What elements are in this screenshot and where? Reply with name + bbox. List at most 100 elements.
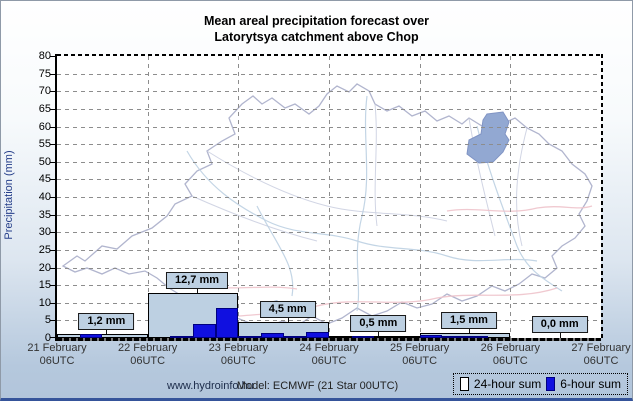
y-tick-mark xyxy=(50,320,57,322)
legend-label: 24-hour sum xyxy=(473,377,542,391)
y-tick-label: 30 xyxy=(38,226,51,239)
v-gridline xyxy=(510,56,512,338)
latorytsya-catchment-highlight xyxy=(466,111,510,164)
x-tick-date: 22 February xyxy=(118,342,178,354)
river-lines xyxy=(186,95,563,312)
x-tick-time: 06UTC xyxy=(220,355,256,367)
bar-6h-sum xyxy=(283,336,307,338)
legend-label: 6-hour sum xyxy=(560,377,621,391)
bar-6h-sum xyxy=(215,307,239,338)
value-label: 1,2 mm xyxy=(78,312,135,330)
bar-6h-sum xyxy=(465,336,488,338)
value-label: 12,7 mm xyxy=(165,272,229,290)
y-tick-mark xyxy=(50,108,57,110)
x-axis-line xyxy=(57,338,601,341)
y-tick-label: 60 xyxy=(38,120,51,133)
y-tick-mark xyxy=(50,144,57,146)
y-tick-mark xyxy=(50,302,57,304)
plot-area: 1,2 mm 12,7 mm 4,5 mm 0,5 mm 1,5 mm 0,0 mm xyxy=(50,54,603,341)
y-tick-mark xyxy=(50,91,57,93)
v-gridline xyxy=(147,56,149,338)
value-label: 0,5 mm xyxy=(350,315,407,333)
y-tick-mark xyxy=(50,232,57,234)
chart-title-line2: Latorytsya catchment above Chop xyxy=(214,30,419,44)
model-info: Model: ECMWF (21 Star 00UTC) xyxy=(236,380,399,392)
y-tick-label: 20 xyxy=(38,261,51,274)
y-axis-tick-labels: 0 5 10 15 20 25 30 35 40 45 50 55 60 65 70 75 80 xyxy=(5,50,51,344)
x-tick-label: 27 February 06UTC xyxy=(553,342,632,368)
y-tick-mark xyxy=(50,161,57,163)
y-tick-label: 45 xyxy=(38,173,51,186)
x-tick-time: 06UTC xyxy=(39,355,75,367)
bar-24h-sum xyxy=(57,333,148,338)
x-tick-label: 22 February 06UTC xyxy=(100,342,196,368)
y-tick-label: 40 xyxy=(38,191,51,203)
x-tick-date: 26 February xyxy=(480,342,540,354)
x-tick-time: 06UTC xyxy=(130,355,166,367)
y-tick-mark xyxy=(50,197,57,198)
value-label: 1,5 mm xyxy=(441,311,497,329)
y-tick-label: 75 xyxy=(38,67,51,80)
y-tick-mark xyxy=(50,214,57,216)
y-tick-mark xyxy=(50,267,57,269)
bar-6h-sum xyxy=(261,332,284,338)
bar-6h-sum xyxy=(442,336,465,338)
y-tick-label: 25 xyxy=(38,243,51,256)
x-tick-label: 24 February 06UTC xyxy=(281,342,377,368)
x-tick-date: 25 February xyxy=(390,342,450,354)
plot-border-top xyxy=(57,54,601,56)
v-gridline xyxy=(419,56,421,338)
x-tick-date: 21 February xyxy=(27,342,87,354)
bar-6h-sum xyxy=(306,332,329,338)
bar-6h-sum xyxy=(170,336,193,338)
v-gridline xyxy=(238,56,240,338)
x-tick-label: 26 February 06UTC xyxy=(462,342,558,368)
bar-24h-sum xyxy=(329,336,420,338)
x-tick-label: 21 February 06UTC xyxy=(9,342,105,368)
value-label: 0,0 mm xyxy=(531,316,588,333)
legend-swatch-24h xyxy=(459,377,469,391)
y-tick-label: 15 xyxy=(38,279,51,292)
chart-title-line1: Mean areal precipitation forecast over xyxy=(203,14,430,28)
y-tick-label: 65 xyxy=(38,102,51,115)
y-tick-label: 70 xyxy=(38,85,51,98)
x-tick-date: 27 February xyxy=(571,342,631,354)
annotation-callout-line xyxy=(197,289,198,294)
x-tick-time: 06UTC xyxy=(402,355,438,367)
bar-6h-sum xyxy=(238,336,261,338)
y-tick-label: 50 xyxy=(38,155,51,168)
x-tick-time: 06UTC xyxy=(492,355,528,367)
bar-6h-sum xyxy=(351,336,375,338)
legend-swatch-6h xyxy=(546,377,556,391)
y-tick-label: 55 xyxy=(38,138,51,151)
x-tick-date: 23 February xyxy=(208,342,268,354)
annotation-callout-line xyxy=(469,328,470,333)
plot-border-right xyxy=(601,54,603,338)
annotation-callout-line xyxy=(106,329,108,334)
chart-title: Mean areal precipitation forecast over L… xyxy=(1,13,632,45)
x-tick-label: 23 February 06UTC xyxy=(190,342,286,368)
website-link[interactable]: www.hydroinfo.hu xyxy=(167,380,254,392)
y-tick-label: 5 xyxy=(44,314,51,327)
v-gridline xyxy=(329,56,330,338)
y-tick-label: 35 xyxy=(38,208,51,221)
bar-6h-sum xyxy=(193,324,216,338)
y-tick-label: 10 xyxy=(38,296,51,309)
y-tick-mark xyxy=(50,126,57,128)
x-tick-date: 24 February xyxy=(299,342,359,354)
x-axis-tick-labels: 21 February 06UTC 22 February 06UTC 23 Febru… xyxy=(27,342,630,370)
annotation-callout-line xyxy=(287,318,289,323)
legend: 24-hour sum 6-hour sum xyxy=(452,373,628,395)
annotation-callout-line xyxy=(378,332,380,337)
y-tick-mark xyxy=(50,285,57,287)
y-tick-mark xyxy=(50,337,57,338)
lake-shapes xyxy=(152,294,400,328)
y-tick-mark xyxy=(50,249,57,251)
y-tick-label: 80 xyxy=(38,50,51,62)
bar-6h-sum xyxy=(419,334,443,338)
x-tick-time: 06UTC xyxy=(583,355,619,367)
y-tick-mark xyxy=(50,56,57,57)
y-tick-mark xyxy=(50,179,57,181)
subcatchment-borders xyxy=(191,103,528,247)
